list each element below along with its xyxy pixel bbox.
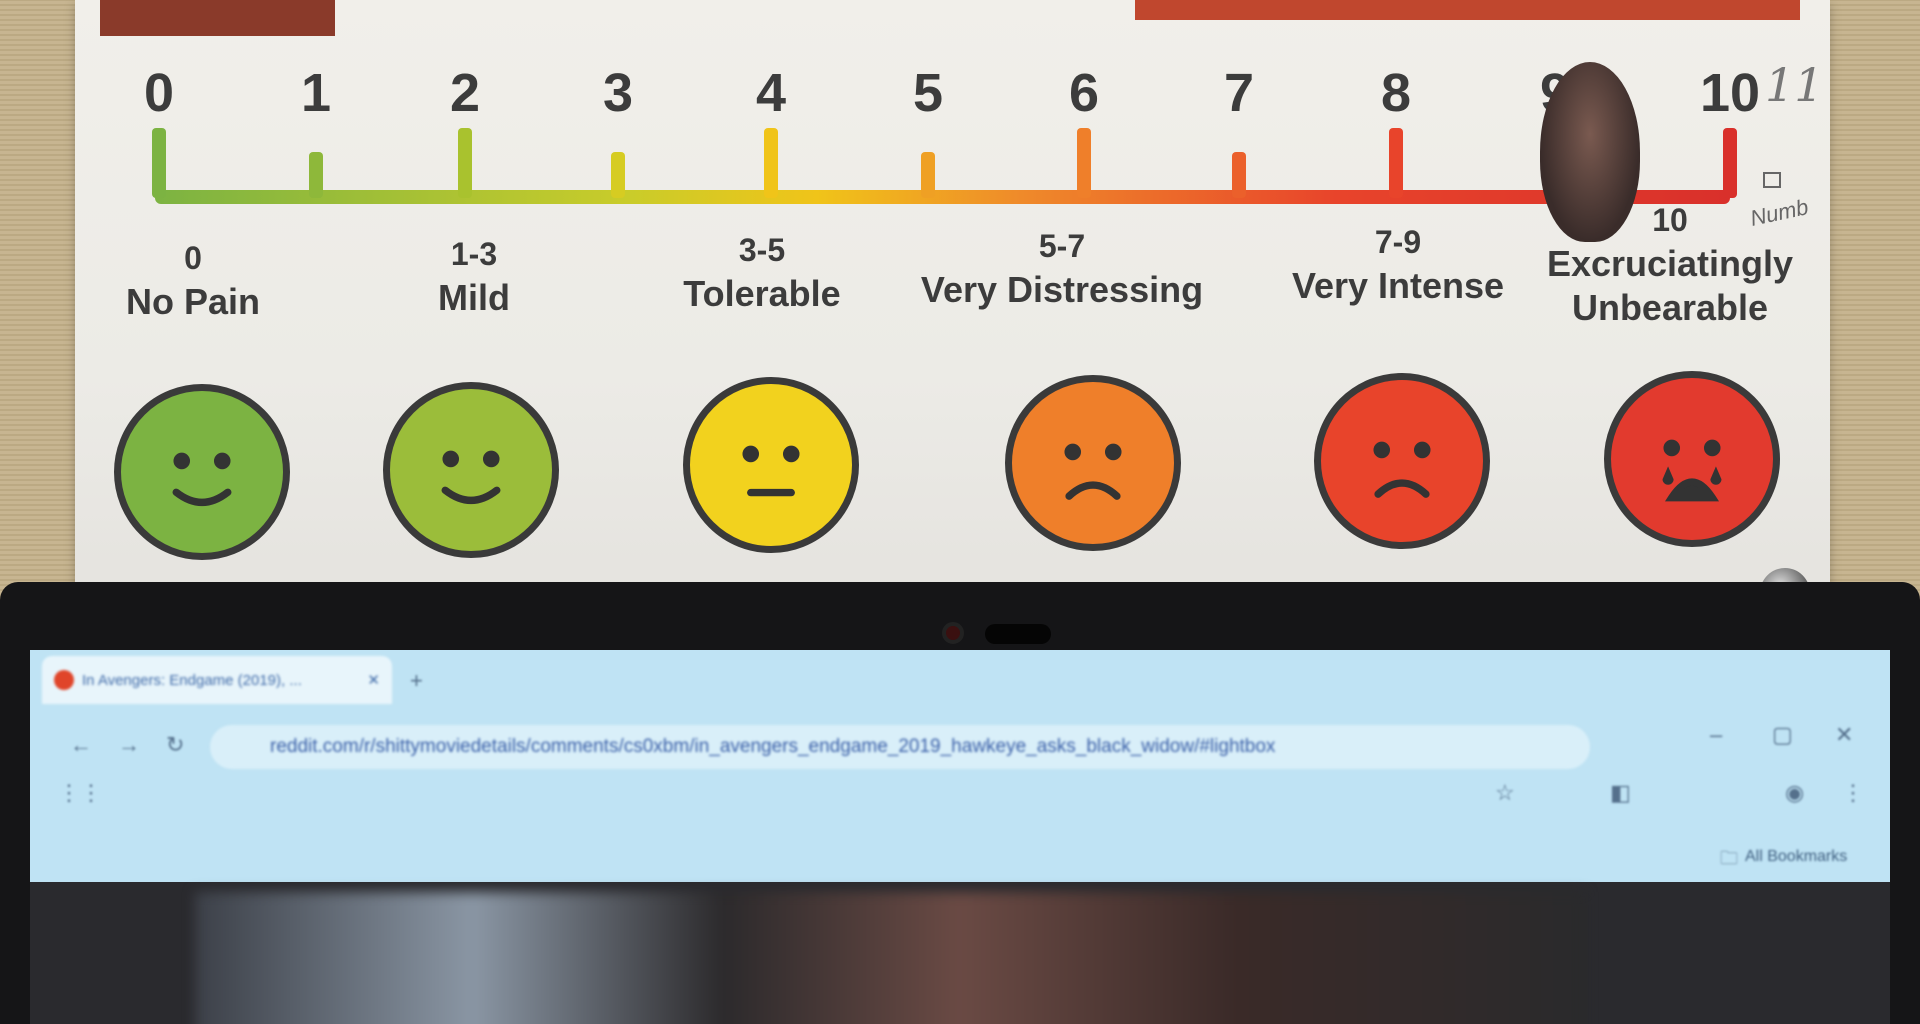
pain-label: Excruciatingly Unbearable: [1546, 243, 1794, 328]
minimize-icon[interactable]: –: [1710, 722, 1723, 747]
pain-category: 0 No Pain: [126, 236, 260, 324]
pain-label: Tolerable: [683, 273, 841, 314]
scale-tick: [152, 128, 166, 198]
smile-face-icon: [383, 382, 559, 558]
scale-number: 7: [1223, 63, 1255, 123]
pain-range: 7-9: [1374, 224, 1422, 260]
pain-label: Mild: [438, 277, 510, 318]
forward-icon[interactable]: →: [118, 732, 140, 757]
webcam-sensor: [985, 624, 1051, 644]
scale-tick: [1232, 152, 1246, 198]
pain-range: 10: [1652, 202, 1688, 238]
pain-label: Very Intense: [1291, 265, 1505, 306]
pain-label: No Pain: [125, 281, 261, 322]
extension-icon[interactable]: ◧: [1610, 780, 1631, 805]
lightbox-image: [30, 882, 1890, 1024]
tab-close-icon[interactable]: ✕: [367, 672, 380, 689]
scale-number: 2: [449, 63, 481, 123]
pain-category: 5-7 Very Distressing: [921, 224, 1203, 312]
scale-number: 10: [1699, 63, 1761, 123]
browser-window: In Avengers: Endgame (2019), ... ✕ + ← →…: [30, 650, 1890, 1024]
all-bookmarks[interactable]: All Bookmarks: [1745, 848, 1848, 865]
smile-face-icon: [114, 384, 290, 560]
scale-tick: [458, 128, 472, 198]
new-tab-icon[interactable]: +: [410, 668, 423, 693]
folder-icon: 🗀: [1720, 848, 1738, 868]
webcam: [942, 622, 964, 644]
reddit-icon: [54, 670, 74, 690]
scale-tick: [764, 128, 778, 198]
pain-range: 0: [184, 240, 202, 276]
video-frame: [195, 892, 1585, 1024]
back-icon[interactable]: ←: [70, 732, 92, 757]
pain-category: 10 Excruciatingly Unbearable: [1535, 198, 1805, 330]
scale-number: 0: [143, 63, 175, 123]
menu-icon[interactable]: ⋮: [1842, 780, 1864, 805]
scale-tick: [1389, 128, 1403, 198]
pain-range: 3-5: [738, 232, 786, 268]
apps-icon[interactable]: ⋮⋮: [58, 780, 102, 805]
handwritten-11: 11: [1765, 58, 1824, 112]
scale-tick: [921, 152, 935, 198]
pain-scale-poster: 012345678910 0No Pain1-3Mild3-5Tolerable…: [75, 0, 1830, 625]
scale-number: 6: [1068, 63, 1100, 123]
scale-tick: [1723, 128, 1737, 198]
scale-line: [155, 190, 1730, 204]
scale-number: 1: [300, 63, 332, 123]
url-text: reddit.com/r/shittymoviedetails/comments…: [270, 736, 1276, 757]
close-window-icon[interactable]: ✕: [1835, 722, 1854, 747]
reload-icon[interactable]: ↻: [166, 732, 185, 757]
pain-category: 1-3 Mild: [438, 232, 510, 320]
poster-top-photo-right: [1135, 0, 1800, 20]
pain-category: 7-9 Very Intense: [1292, 220, 1504, 308]
scale-tick: [611, 152, 625, 198]
maximize-icon[interactable]: ▢: [1772, 722, 1793, 747]
star-icon[interactable]: ☆: [1495, 780, 1515, 805]
scale-number: 5: [912, 63, 944, 123]
pain-range: 5-7: [1038, 228, 1086, 264]
poster-top-photo-left: [100, 0, 335, 36]
pain-label: Very Distressing: [920, 269, 1204, 310]
neutral-face-icon: [683, 377, 859, 553]
profile-icon[interactable]: ◉: [1785, 780, 1805, 805]
handwritten-checkbox: [1763, 172, 1781, 188]
pain-category: 3-5 Tolerable: [683, 228, 840, 316]
tab-title: In Avengers: Endgame (2019), ...: [82, 671, 302, 689]
scale-number: 3: [602, 63, 634, 123]
scale-tick: [1077, 128, 1091, 198]
crying-face-icon: [1604, 371, 1780, 547]
frown-face-icon: [1005, 375, 1181, 551]
scale-number: 4: [755, 63, 787, 123]
pasted-face-photo: [1540, 62, 1640, 242]
scale-number: 8: [1380, 63, 1412, 123]
scale-tick: [309, 152, 323, 198]
browser-tab[interactable]: In Avengers: Endgame (2019), ... ✕: [42, 656, 392, 704]
pain-range: 1-3: [450, 236, 498, 272]
frown-face-icon: [1314, 373, 1490, 549]
address-bar[interactable]: reddit.com/r/shittymoviedetails/comments…: [210, 725, 1590, 769]
